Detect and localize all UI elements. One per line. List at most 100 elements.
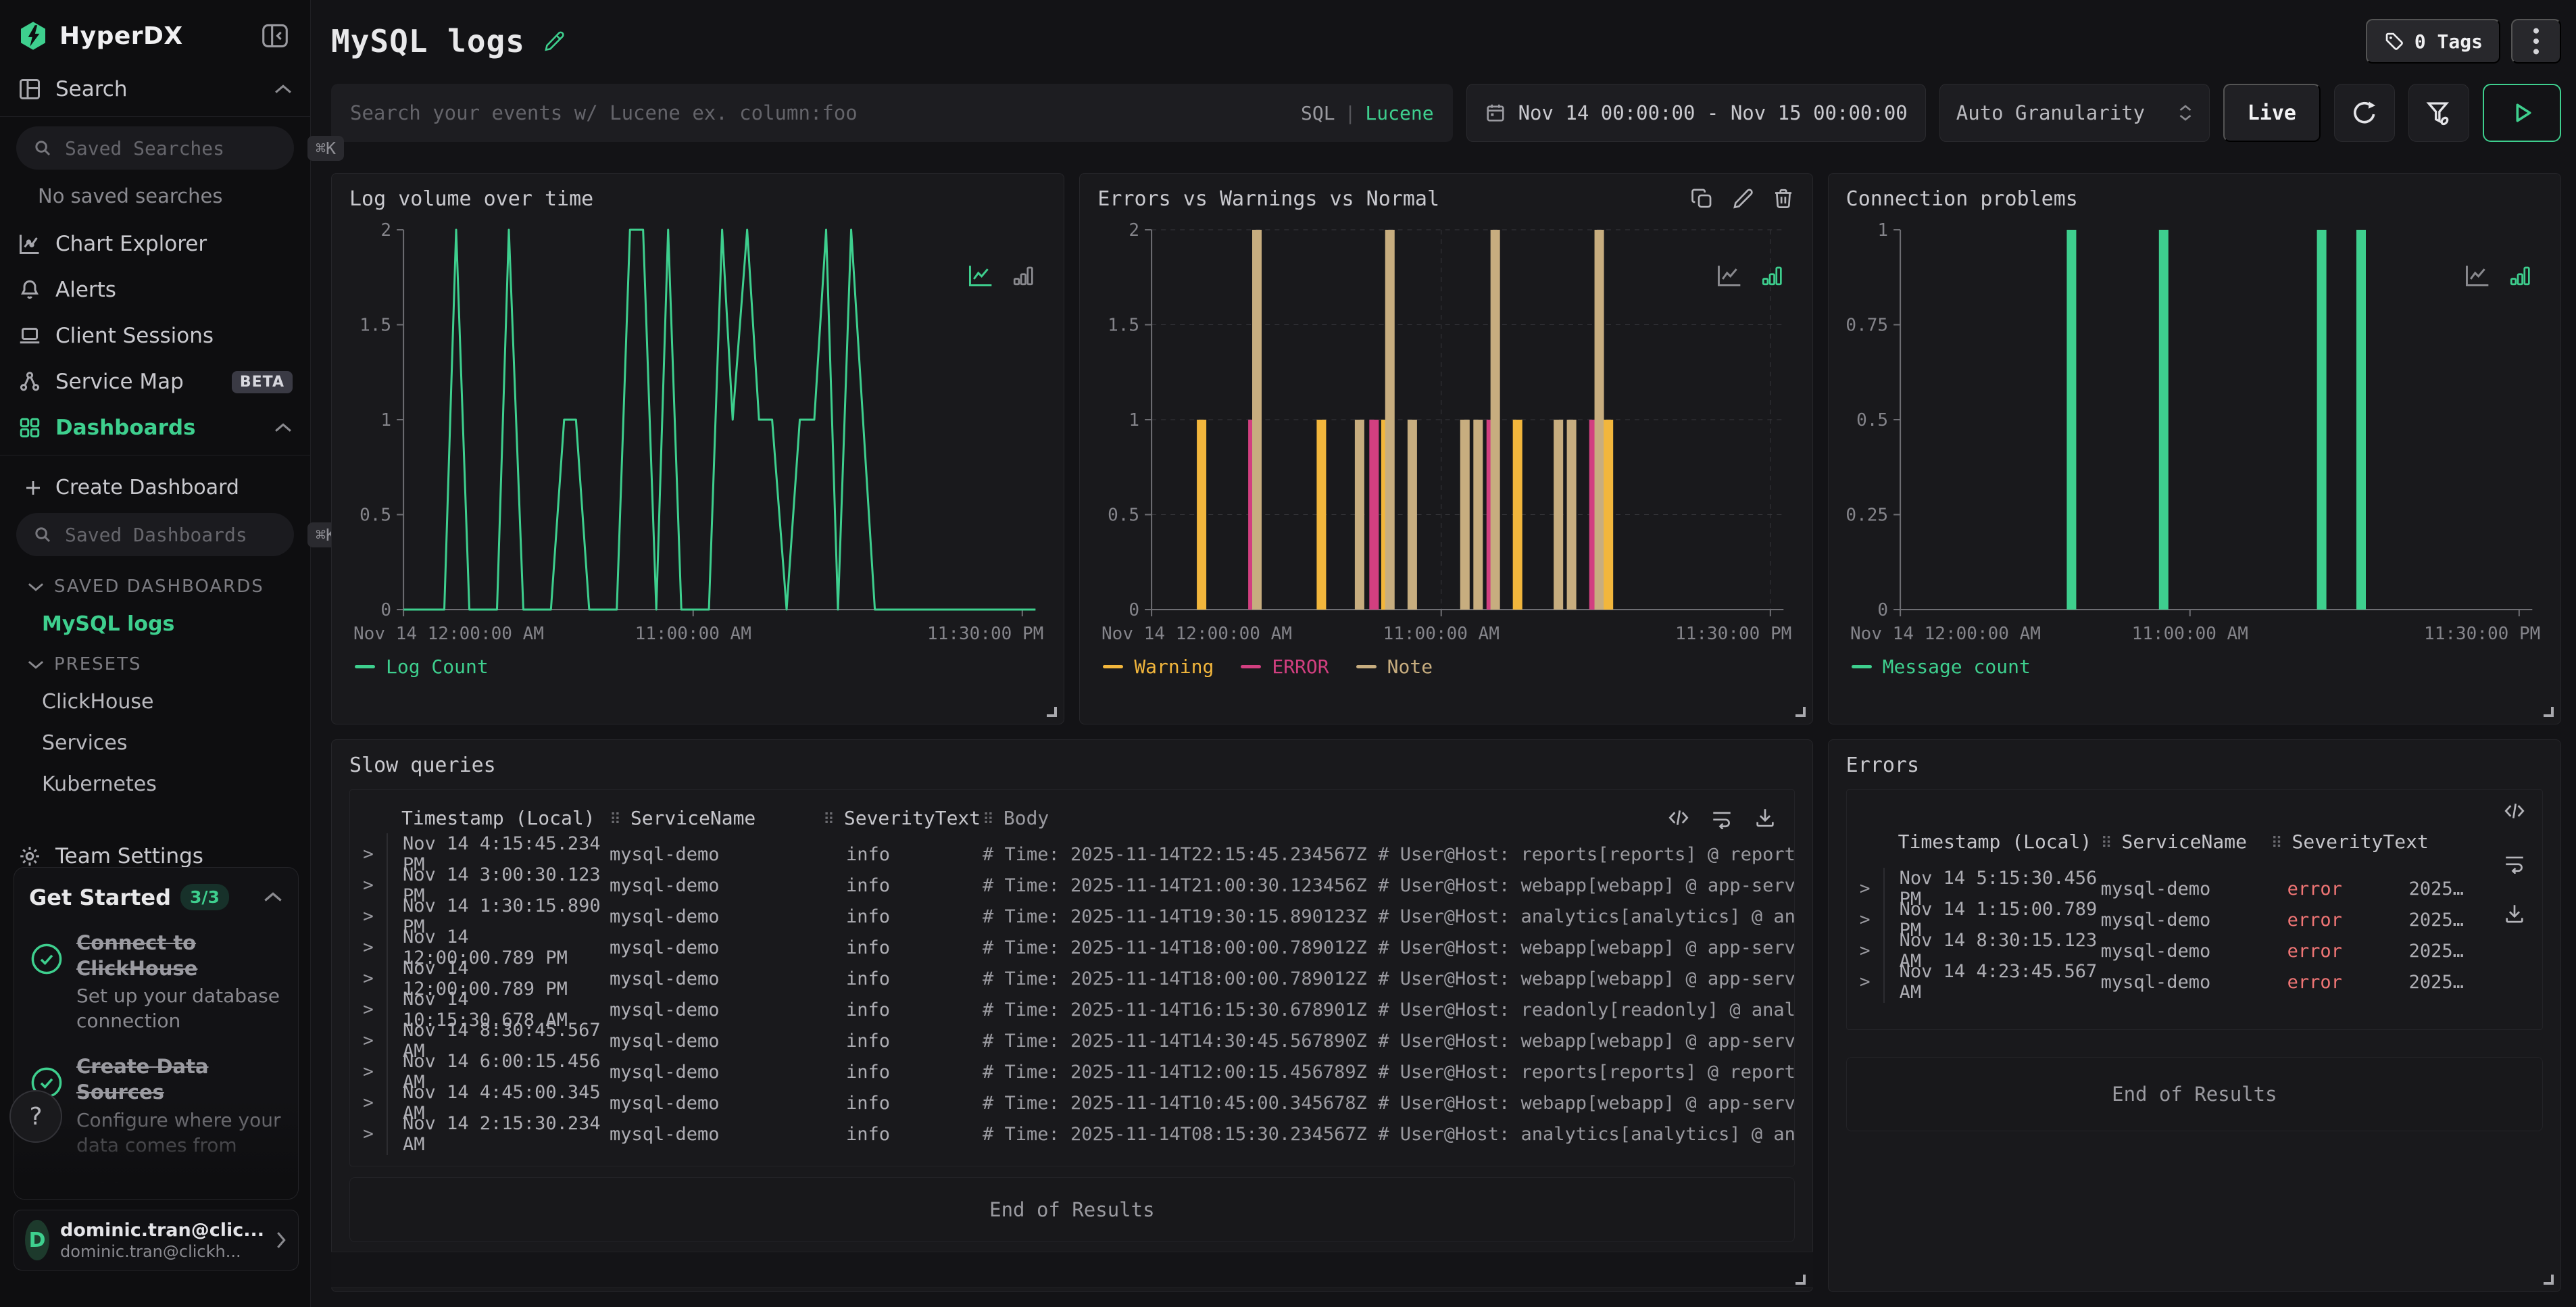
expand-chevron-icon[interactable]: > (350, 1000, 387, 1020)
drag-handle-icon[interactable]: ⠿ (2271, 835, 2283, 852)
expand-chevron-icon[interactable]: > (1847, 910, 1883, 930)
sidebar-collapse-icon[interactable] (257, 20, 293, 51)
col-timestamp[interactable]: Timestamp (Local) (387, 807, 610, 829)
duplicate-icon[interactable] (1691, 187, 1714, 210)
line-chart-toggle-icon[interactable] (2463, 264, 2492, 288)
legend-item[interactable]: Log Count (355, 656, 489, 678)
sidebar-item-dashboards[interactable]: Dashboards (0, 405, 310, 451)
sidebar-item-chart-explorer[interactable]: Chart Explorer (0, 221, 310, 267)
bar-chart-toggle-icon[interactable] (1011, 264, 1035, 288)
table-row[interactable]: > Nov 14 2:15:30.234 AM mysql-demo info … (350, 1118, 1794, 1150)
get-started-item[interactable]: Connect to ClickHouse Set up your databa… (29, 931, 283, 1034)
saved-searches-input[interactable] (65, 137, 307, 159)
download-icon[interactable] (1754, 806, 1777, 829)
granularity-select[interactable]: Auto Granularity (1939, 84, 2210, 142)
wrap-lines-icon[interactable] (1710, 806, 1733, 829)
date-range-picker[interactable]: Nov 14 00:00:00 - Nov 15 00:00:00 (1466, 84, 1926, 142)
svg-text:11:00:00 AM: 11:00:00 AM (2131, 624, 2248, 644)
sidebar-preset-services[interactable]: Services (0, 722, 310, 764)
sidebar-item-service-map[interactable]: Service Map BETA (0, 359, 310, 405)
sidebar-item-client-sessions[interactable]: Client Sessions (0, 313, 310, 359)
expand-chevron-icon[interactable]: > (350, 1093, 387, 1113)
section-presets[interactable]: PRESETS (0, 645, 310, 681)
expand-chevron-icon[interactable]: > (1847, 879, 1883, 899)
download-icon[interactable] (2503, 902, 2526, 925)
resize-handle[interactable] (1795, 1275, 1806, 1285)
svg-text:1: 1 (1129, 410, 1140, 430)
resize-handle[interactable] (2544, 1275, 2554, 1285)
col-servicename[interactable]: ⠿ServiceName (2101, 831, 2271, 853)
get-started-item[interactable]: Add Data Start sending logs, metrics, or… (29, 1179, 283, 1200)
line-chart-toggle-icon[interactable] (966, 264, 995, 288)
sidebar-preset-clickhouse[interactable]: ClickHouse (0, 681, 310, 722)
resize-handle[interactable] (2544, 707, 2554, 717)
cell-service: mysql-demo (610, 937, 823, 958)
legend-item[interactable]: Message count (1852, 656, 2031, 678)
dashboard-menu-button[interactable] (2511, 19, 2561, 64)
drag-handle-icon[interactable]: ⠿ (2101, 835, 2112, 852)
tags-button[interactable]: 0 Tags (2366, 19, 2500, 64)
expand-chevron-icon[interactable]: > (1847, 972, 1883, 992)
code-view-icon[interactable] (2503, 799, 2526, 822)
saved-dashboards-input[interactable] (65, 524, 307, 546)
expand-chevron-icon[interactable]: > (350, 875, 387, 895)
expand-chevron-icon[interactable]: > (350, 968, 387, 989)
cell-body: # Time: 2025-11-14T18:00:00.789012Z # Us… (983, 968, 1794, 989)
chevron-up-icon[interactable] (263, 891, 283, 903)
edit-title-icon[interactable] (543, 30, 566, 53)
bar-chart-toggle-icon[interactable] (1760, 264, 1784, 288)
col-timestamp[interactable]: Timestamp (Local) (1883, 831, 2101, 853)
line-chart-toggle-icon[interactable] (1715, 264, 1743, 288)
legend-item[interactable]: ERROR (1241, 656, 1329, 678)
expand-chevron-icon[interactable]: > (350, 1124, 387, 1144)
resize-handle[interactable] (1795, 707, 1806, 717)
legend-item[interactable]: Note (1356, 656, 1433, 678)
wrap-lines-icon[interactable] (2503, 851, 2526, 874)
refresh-button[interactable] (2334, 84, 2395, 142)
delete-icon[interactable] (1772, 187, 1795, 210)
event-search-box[interactable]: SQL | Lucene (331, 84, 1453, 142)
sql-toggle[interactable]: SQL (1301, 102, 1335, 124)
legend-item[interactable]: Warning (1103, 656, 1214, 678)
filter-button[interactable] (2408, 84, 2469, 142)
live-button[interactable]: Live (2223, 84, 2321, 142)
get-started-item[interactable]: Create Data Sources Configure where your… (29, 1054, 283, 1158)
sidebar-item-label: Dashboards (55, 416, 260, 440)
chevron-right-icon (275, 1231, 287, 1250)
col-servicename[interactable]: ⠿ServiceName (610, 807, 823, 829)
expand-chevron-icon[interactable]: > (350, 937, 387, 958)
drag-handle-icon[interactable]: ⠿ (610, 811, 621, 829)
end-of-results: End of Results (349, 1177, 1795, 1242)
sidebar-preset-kubernetes[interactable]: Kubernetes (0, 764, 310, 805)
calendar-icon (1485, 102, 1506, 124)
section-saved-dashboards[interactable]: SAVED DASHBOARDS (0, 567, 310, 603)
drag-handle-icon[interactable]: ⠿ (983, 811, 994, 829)
col-severitytext[interactable]: ⠿SeverityText (823, 807, 983, 829)
sidebar-dashboard-mysql-logs[interactable]: MySQL logs (0, 603, 310, 645)
event-search-input[interactable] (350, 101, 1301, 124)
resize-handle[interactable] (1047, 707, 1057, 717)
lucene-toggle[interactable]: Lucene (1365, 102, 1433, 124)
table-row[interactable]: > Nov 14 4:23:45.567 AM mysql-demo error… (1847, 966, 2542, 997)
slow-queries-table: Timestamp (Local) ⠿ServiceName ⠿Severity… (349, 789, 1795, 1166)
col-body[interactable]: ⠿Body (983, 807, 1667, 829)
sidebar-item-alerts[interactable]: Alerts (0, 267, 310, 313)
expand-chevron-icon[interactable]: > (350, 844, 387, 864)
help-button[interactable]: ? (9, 1090, 62, 1143)
user-menu[interactable]: D dominic.tran@clic... dominic.tran@clic… (14, 1210, 299, 1271)
saved-searches-box[interactable]: ⌘K (16, 126, 294, 170)
cell-severity: error (2271, 941, 2409, 962)
expand-chevron-icon[interactable]: > (350, 1062, 387, 1082)
edit-icon[interactable] (1731, 187, 1754, 210)
sidebar-item-search[interactable]: Search (0, 66, 310, 112)
expand-chevron-icon[interactable]: > (350, 906, 387, 927)
saved-dashboards-box[interactable]: ⌘K (16, 513, 294, 556)
code-view-icon[interactable] (1667, 806, 1690, 829)
expand-chevron-icon[interactable]: > (350, 1031, 387, 1051)
expand-chevron-icon[interactable]: > (1847, 941, 1883, 961)
drag-handle-icon[interactable]: ⠿ (823, 811, 835, 829)
create-dashboard-button[interactable]: Create Dashboard (0, 465, 310, 506)
run-query-button[interactable] (2483, 84, 2561, 142)
col-severitytext[interactable]: ⠿SeverityText (2271, 831, 2409, 853)
bar-chart-toggle-icon[interactable] (2508, 264, 2532, 288)
